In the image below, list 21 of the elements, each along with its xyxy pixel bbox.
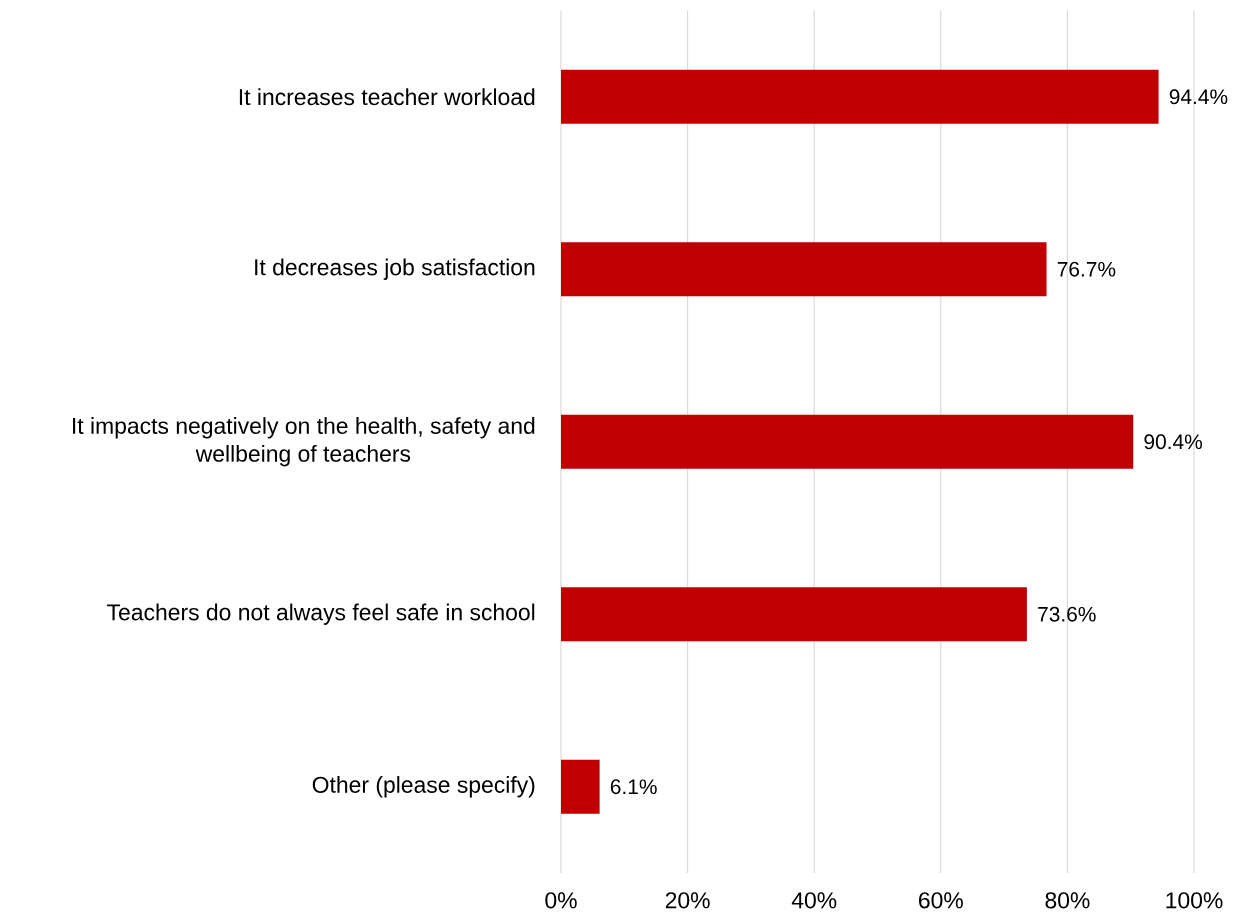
bar	[561, 759, 600, 814]
x-tick-label: 20%	[665, 892, 710, 909]
x-tick-label: 80%	[1045, 892, 1090, 909]
x-tick-label: 60%	[919, 892, 963, 909]
x-tick-label: 40%	[791, 892, 837, 909]
data-label: 6.1%	[610, 779, 657, 795]
y-tick-label: It increases teacher workload	[239, 88, 535, 106]
bar	[561, 587, 1027, 642]
data-label: 94.4%	[1169, 89, 1228, 105]
y-tick-label: It impacts negatively on the health, safety and wellbeing of teachers	[73, 417, 535, 467]
data-label: 90.4%	[1144, 434, 1203, 450]
y-tick-label: Other (please specify)	[312, 776, 535, 798]
bar	[561, 242, 1047, 297]
bar	[561, 69, 1159, 124]
y-tick-label: It decreases job satisfaction	[255, 258, 535, 280]
bar	[561, 414, 1134, 469]
y-tick-label: Teachers do not always feel safe in school	[107, 603, 535, 625]
data-label: 73.6%	[1038, 606, 1096, 622]
data-label: 76.7%	[1057, 261, 1116, 277]
x-tick-label: 0%	[545, 892, 577, 909]
x-tick-label: 100%	[1166, 892, 1223, 909]
